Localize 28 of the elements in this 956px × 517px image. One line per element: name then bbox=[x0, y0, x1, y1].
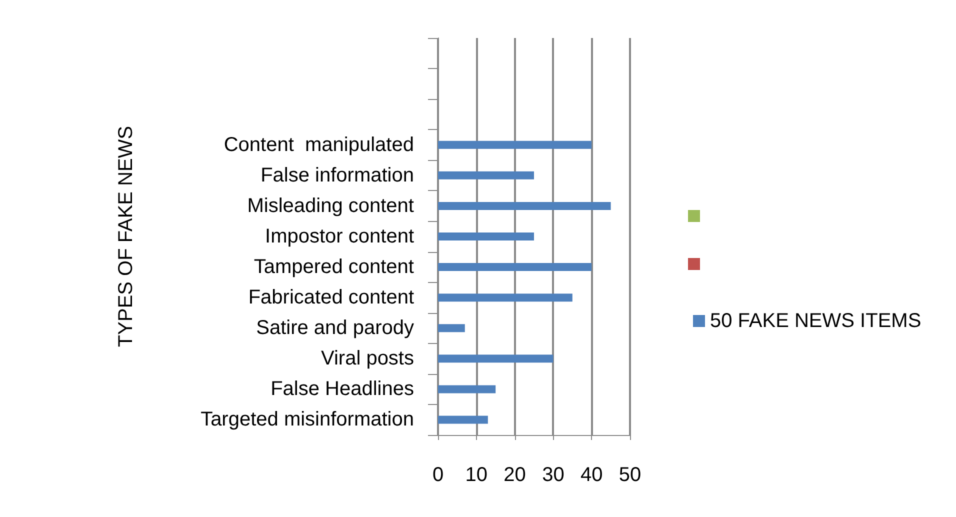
y-tick-label: Viral posts bbox=[320, 348, 414, 370]
y-tick-label: False Headlines bbox=[270, 378, 414, 400]
bar bbox=[438, 354, 554, 363]
y-tick-label: Impostor content bbox=[265, 226, 414, 248]
bar bbox=[438, 294, 572, 302]
bar bbox=[438, 263, 592, 272]
bar bbox=[438, 385, 496, 394]
bar bbox=[438, 202, 611, 210]
bar bbox=[438, 140, 592, 149]
bar bbox=[438, 232, 534, 240]
y-axis-title: TYPES OF FAKE NEWS bbox=[115, 126, 137, 348]
x-tick-label: 50 bbox=[618, 464, 642, 486]
x-tick-label: 20 bbox=[504, 464, 526, 486]
y-tick-label: Tampered content bbox=[254, 256, 414, 278]
bar bbox=[438, 324, 465, 332]
y-tick-label: Fabricated content bbox=[248, 286, 414, 309]
y-tick-label: False information bbox=[260, 164, 414, 186]
x-tick-label: 0 bbox=[432, 464, 444, 486]
y-tick-label: Misleading content bbox=[247, 194, 414, 217]
x-tick-label: 30 bbox=[542, 464, 564, 486]
y-tick-label: Content manipulated bbox=[224, 134, 414, 156]
x-tick-label: 40 bbox=[580, 464, 603, 486]
y-tick-label: Targeted misinformation bbox=[200, 408, 414, 431]
y-tick-label: Satire and parody bbox=[256, 317, 414, 340]
bar bbox=[438, 416, 488, 424]
bar bbox=[438, 171, 534, 180]
x-tick-label: 10 bbox=[465, 464, 488, 486]
legend-label: 50 FAKE NEWS ITEMS bbox=[710, 310, 922, 332]
